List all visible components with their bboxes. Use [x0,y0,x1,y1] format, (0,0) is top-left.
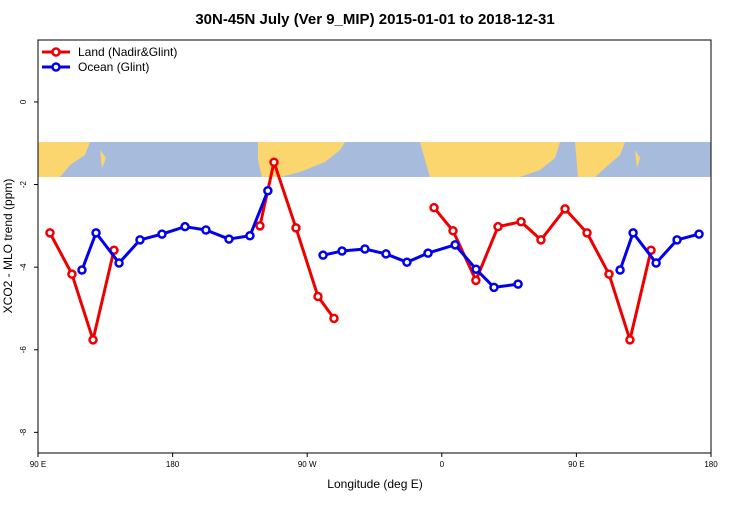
data-point [471,275,481,286]
data-point [651,258,661,268]
data-point [628,228,638,238]
data-point [67,269,77,279]
data-point [429,202,439,213]
data-point [88,335,98,345]
x-tick-label: 90 W [298,460,317,469]
y-tick-label: -2 [19,180,28,188]
data-point [135,235,145,245]
data-point [560,204,570,214]
data-point [513,279,523,289]
data-point [489,282,499,293]
data-point [694,229,704,239]
map-band [38,142,711,177]
data-point [450,240,460,250]
y-tick-label: 0 [19,99,28,104]
data-point [615,265,625,275]
data-point [157,229,167,239]
data-point [291,223,301,233]
x-axis-label: Longitude (deg E) [327,477,422,491]
x-tick-label: 90 E [30,460,46,469]
data-point [255,221,265,231]
x-tick-label: 90 E [568,460,584,469]
data-point [91,228,101,238]
data-point [45,228,55,238]
x-tick-label: 0 [440,460,445,469]
data-point [201,225,211,235]
data-point [318,250,328,260]
data-point [448,226,458,236]
data-point [245,231,255,241]
data-point [493,221,503,232]
x-tick-label: 180 [166,460,180,469]
data-point [536,235,546,245]
data-point [604,269,614,279]
data-point [360,244,370,254]
chart-title: 30N-45N July (Ver 9_MIP) 2015-01-01 to 2… [195,11,554,28]
data-point [114,258,124,268]
legend-label: Land (Nadir&Glint) [78,45,177,59]
data-point [402,257,412,267]
legend-marker [51,62,61,72]
y-tick-label: -4 [19,263,28,271]
legend-marker [51,47,61,57]
data-point [329,313,339,324]
data-point [180,221,190,232]
plot-frame [37,39,712,454]
data-point [381,249,391,259]
y-axis-label: XCO2 - MLO trend (ppm) [1,179,15,314]
data-point [77,265,87,275]
data-point [471,264,481,274]
data-point [582,228,592,238]
data-point [269,157,279,167]
y-tick-label: -6 [19,346,28,354]
data-point [337,246,347,256]
data-point [672,235,682,245]
y-tick-label: -8 [19,428,28,436]
legend-label: Ocean (Glint) [78,60,149,74]
data-point [516,216,526,227]
data-point [423,248,433,258]
data-point [263,185,273,196]
data-point [224,234,234,244]
data-point [625,335,635,345]
data-point [313,291,323,302]
x-tick-label: 180 [704,460,718,469]
